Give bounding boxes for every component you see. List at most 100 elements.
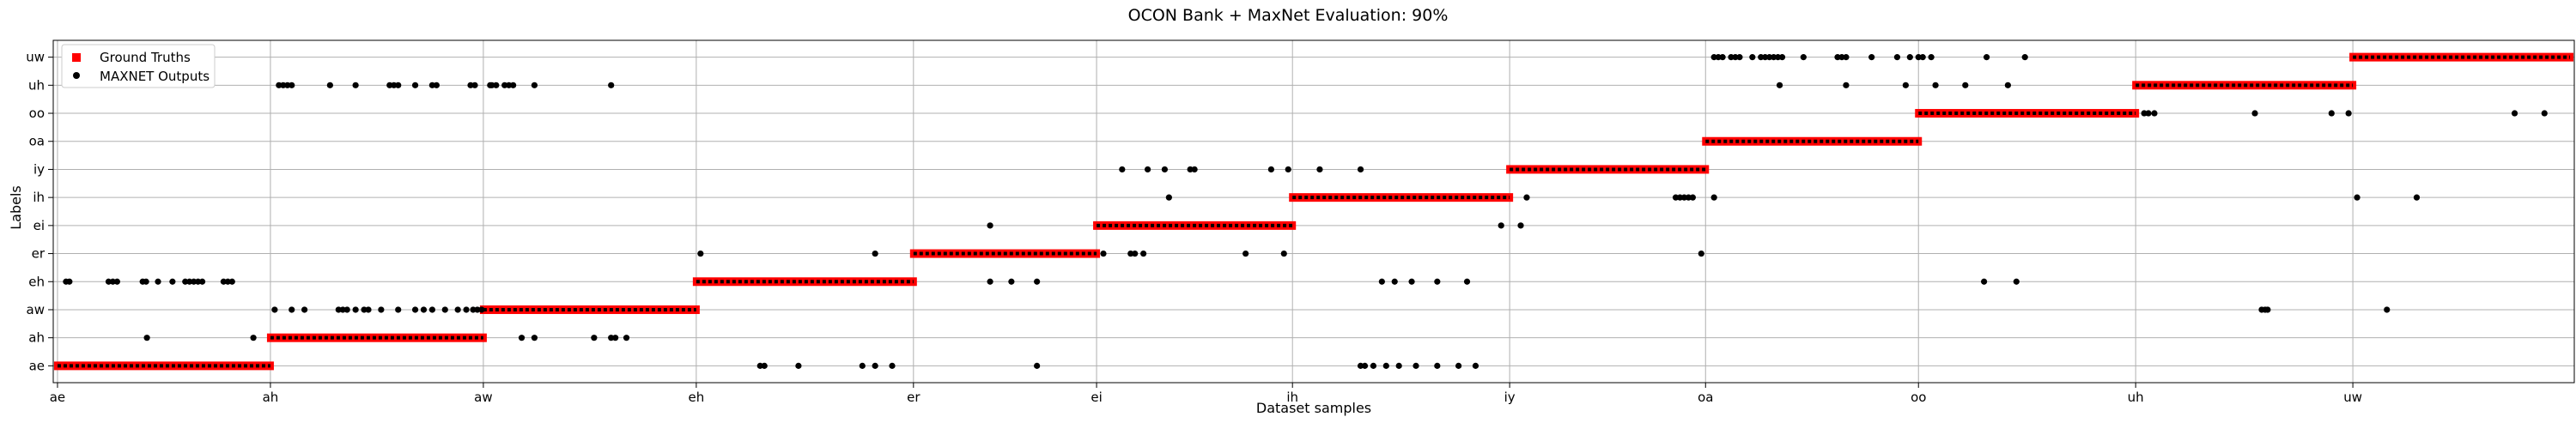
x-tick-label-uh: uh: [2128, 390, 2144, 405]
maxnet-point-uh-2-7: [391, 82, 398, 88]
maxnet-point-uh-2-10: [428, 82, 435, 88]
maxnet-point-eh-0-4: [113, 278, 120, 285]
y-axis-label: Labels: [8, 185, 24, 230]
maxnet-point-uw-12-9: [1766, 54, 1773, 61]
maxnet-point-er-9-3: [1140, 250, 1147, 257]
x-tick-label-ih: ih: [1286, 390, 1298, 405]
x-tick-label-aw: aw: [474, 390, 492, 405]
maxnet-point-aw-15-3: [2384, 306, 2391, 313]
maxnet-point-er-6-0: [697, 250, 704, 257]
maxnet-point-uh-2-3: [289, 82, 295, 88]
maxnet-point-uh-2-13: [471, 82, 478, 88]
ground-truth-segment-ae: [53, 361, 274, 371]
maxnet-point-eh-0-14: [220, 278, 227, 285]
maxnet-point-uh-13-3: [1932, 82, 1939, 88]
maxnet-point-uh-13-4: [1962, 82, 1969, 88]
ground-truth-segment-aw: [479, 305, 700, 314]
plot-frame: [52, 39, 2575, 384]
maxnet-point-uw-12-17: [1868, 54, 1875, 61]
maxnet-point-eh-8-1: [1008, 278, 1015, 285]
maxnet-point-iy-10-0: [1119, 166, 1126, 173]
maxnet-point-aw-3-3: [335, 306, 342, 313]
maxnet-point-eh-0-12: [195, 278, 202, 285]
maxnet-point-eh-0-3: [109, 278, 117, 285]
maxnet-point-uh-2-9: [411, 82, 419, 88]
maxnet-point-ah-4-3: [608, 335, 615, 341]
maxnet-point-iy-10-3: [1187, 166, 1194, 173]
maxnet-point-eh-0-9: [182, 278, 189, 285]
maxnet-point-eh-0-13: [198, 278, 206, 285]
maxnet-point-eh-0-15: [224, 278, 231, 285]
maxnet-point-uh-13-0: [1776, 82, 1783, 88]
maxnet-point-uw-12-3: [1728, 54, 1735, 61]
maxnet-point-ae-5-15: [1472, 362, 1479, 369]
maxnet-point-oo-14-2: [2151, 110, 2158, 117]
maxnet-point-uh-2-0: [276, 82, 283, 88]
maxnet-point-uh-2-11: [433, 82, 440, 88]
maxnet-point-eh-0-16: [228, 278, 235, 285]
maxnet-point-aw-3-9: [378, 306, 385, 313]
maxnet-point-aw-3-19: [478, 306, 485, 313]
x-tick-label-oo: oo: [1911, 390, 1926, 405]
maxnet-output-series: [57, 54, 2571, 369]
maxnet-point-aw-3-1: [289, 306, 295, 313]
x-tick-label-uw: uw: [2343, 390, 2362, 405]
maxnet-point-ae-5-6: [1034, 362, 1041, 369]
maxnet-point-ae-5-12: [1413, 362, 1419, 369]
maxnet-point-oo-14-4: [2328, 110, 2335, 117]
maxnet-point-eh-8-9: [2013, 278, 2020, 285]
y-tick-label-ah: ah: [28, 330, 45, 346]
maxnet-point-eh-0-10: [186, 278, 193, 285]
maxnet-point-eh-8-4: [1391, 278, 1398, 285]
maxnet-point-aw-3-2: [301, 306, 308, 313]
maxnet-point-ih-11-6: [1689, 194, 1696, 201]
maxnet-point-uh-2-20: [531, 82, 538, 88]
y-tick-label-ih: ih: [33, 190, 45, 205]
maxnet-point-aw-3-15: [454, 306, 461, 313]
legend-label-maxnet-outputs: MAXNET Outputs: [100, 69, 210, 84]
maxnet-point-uh-13-5: [2004, 82, 2011, 88]
maxnet-point-oo-14-1: [2145, 110, 2152, 117]
maxnet-point-aw-3-10: [395, 306, 402, 313]
maxnet-point-oo-14-5: [2345, 110, 2352, 117]
maxnet-point-ae-5-3: [859, 362, 866, 369]
maxnet-point-uw-12-15: [1838, 54, 1845, 61]
legend-box: [61, 44, 216, 88]
maxnet-point-oo-14-6: [2511, 110, 2518, 117]
maxnet-point-uh-2-15: [489, 82, 495, 88]
maxnet-point-eh-8-0: [987, 278, 993, 285]
maxnet-point-iy-10-2: [1161, 166, 1169, 173]
maxnet-point-ih-11-9: [2413, 194, 2421, 201]
maxnet-point-ae-5-2: [795, 362, 802, 369]
maxnet-point-ae-5-4: [872, 362, 878, 369]
maxnet-point-uw-12-4: [1732, 54, 1739, 61]
maxnet-point-uw-12-18: [1893, 54, 1901, 61]
maxnet-point-uh-2-5: [352, 82, 359, 88]
maxnet-point-er-6-1: [872, 250, 878, 257]
maxnet-point-aw-3-13: [428, 306, 435, 313]
x-tick-label-ei: ei: [1091, 390, 1102, 405]
maxnet-point-uh-2-21: [608, 82, 615, 88]
x-axis: ae ah aw eh er ei ih iy oa oo uh uw: [50, 383, 2362, 405]
maxnet-point-ae-5-11: [1395, 362, 1402, 369]
maxnet-point-ah-1-1: [250, 335, 257, 341]
maxnet-point-uh-2-16: [493, 82, 500, 88]
maxnet-point-eh-8-5: [1408, 278, 1415, 285]
maxnet-point-uh-2-6: [386, 82, 393, 88]
maxnet-point-er-9-2: [1132, 250, 1139, 257]
x-tick-label-iy: iy: [1504, 390, 1516, 405]
maxnet-point-ae-5-8: [1361, 362, 1369, 369]
maxnet-point-iy-10-5: [1267, 166, 1275, 173]
maxnet-point-eh-0-1: [66, 278, 73, 285]
maxnet-point-aw-3-5: [343, 306, 350, 313]
maxnet-point-ei-7-2: [1517, 222, 1524, 229]
y-tick-label-uw: uw: [26, 50, 45, 65]
x-tick-label-er: er: [907, 390, 920, 405]
maxnet-point-uw-12-6: [1749, 54, 1756, 61]
maxnet-point-aw-3-11: [411, 306, 419, 313]
maxnet-point-uw-12-13: [1800, 54, 1807, 61]
maxnet-point-oo-14-3: [2251, 110, 2258, 117]
maxnet-point-uh-13-2: [1902, 82, 1909, 88]
maxnet-point-uw-12-21: [1919, 54, 1926, 61]
maxnet-point-uw-12-12: [1778, 54, 1786, 61]
